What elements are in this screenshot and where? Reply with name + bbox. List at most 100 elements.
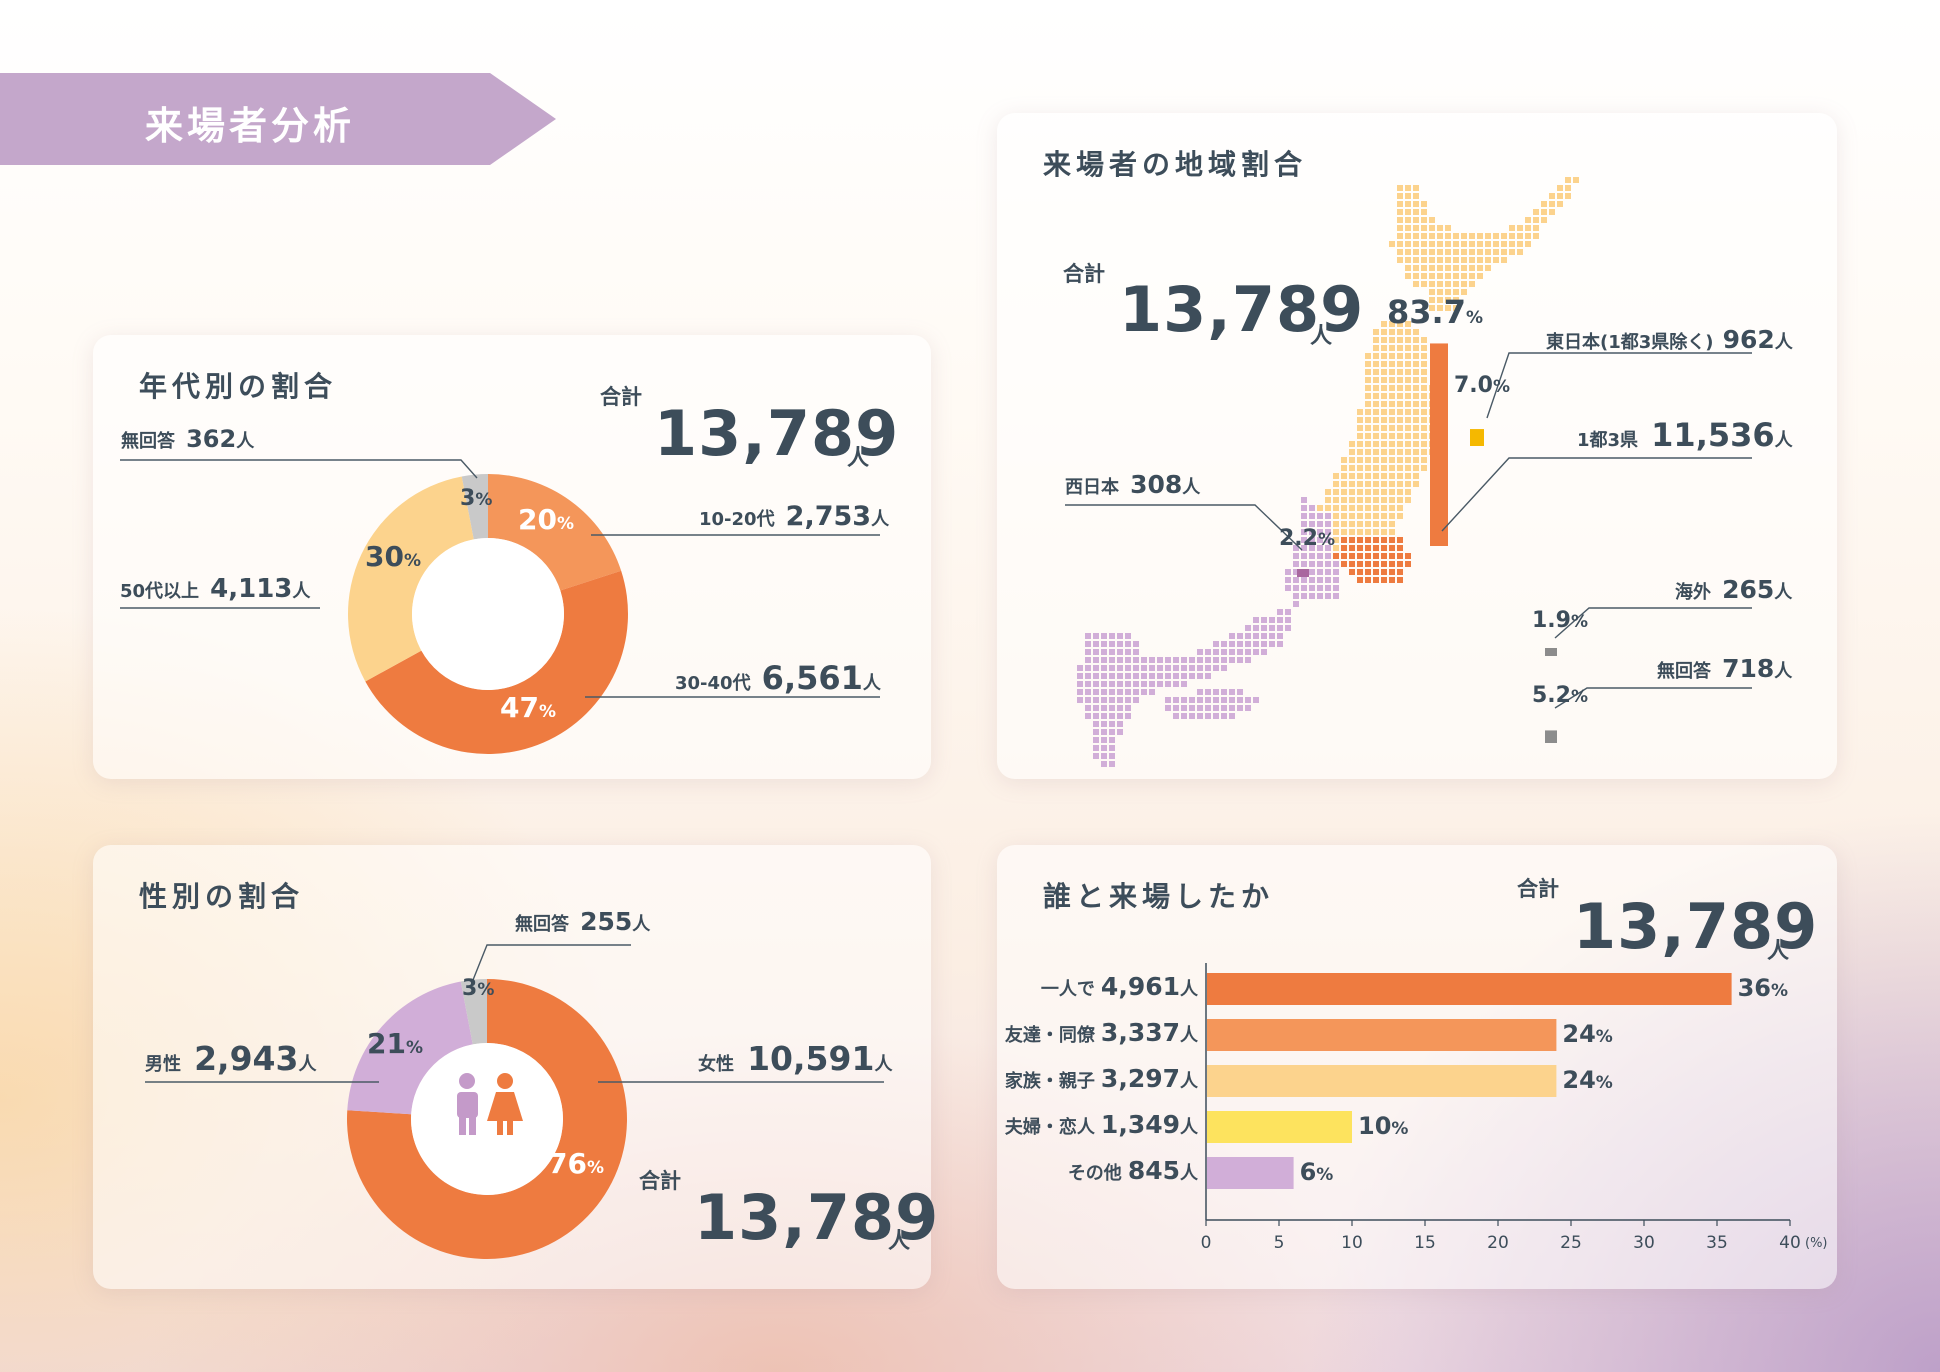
companion-bar-4 xyxy=(1207,1157,1294,1189)
companion-card: 誰と来場したか 合計 13,789 人 0 5 10 15 20 25 30 35 40 (%)… xyxy=(997,845,1837,1289)
companion-count-value: 3,297 xyxy=(1100,1064,1180,1093)
companion-axis-unit: (%) xyxy=(1805,1236,1828,1251)
age-total-label: 合計 xyxy=(600,385,642,409)
companion-category-label: 友達・同僚 xyxy=(1004,1025,1095,1046)
companion-bar-0 xyxy=(1207,973,1732,1005)
companion-count-unit: 人 xyxy=(1180,1117,1198,1138)
gender-slice-2 xyxy=(460,979,487,1045)
region-pct-overseas: 1.9% xyxy=(1532,608,1589,633)
age-label-unanswered: 無回答 xyxy=(121,431,175,452)
region-total-label: 合計 xyxy=(1063,262,1105,286)
region-pct-east: 7.0% xyxy=(1454,373,1511,398)
companion-tick-label: 25 xyxy=(1560,1233,1582,1253)
companion-tick-label: 20 xyxy=(1487,1233,1509,1253)
gender-total-value: 13,789 xyxy=(694,1181,940,1254)
age-pct-10-20: 20% xyxy=(518,503,575,536)
gender-unit-female: 人 xyxy=(874,1054,893,1075)
companion-pct-label: 6% xyxy=(1299,1158,1334,1186)
age-donut-hole xyxy=(412,538,564,690)
age-slice-0 xyxy=(488,474,622,591)
region-label-west: 西日本 xyxy=(1065,477,1119,498)
age-donut-chart xyxy=(120,459,880,754)
age-card-title: 年代別の割合 xyxy=(139,370,338,403)
age-unit-50plus: 人 xyxy=(292,581,311,602)
age-count-50plus: 4,113 xyxy=(210,574,293,604)
gender-donut-hole xyxy=(411,1043,563,1195)
region-callout-east: 東日本(1都3県除く) 962人 xyxy=(1546,325,1793,354)
region-count-tokyo: 11,536 xyxy=(1651,416,1775,454)
gender-callout-female: 女性 10,591人 xyxy=(698,1039,892,1078)
region-label-tokyo: 1都3県 xyxy=(1577,430,1639,451)
age-leader-line-unanswered xyxy=(120,459,478,479)
companion-bar-chart: 0 5 10 15 20 25 30 35 40 (%) xyxy=(1201,963,1828,1253)
age-total-value: 13,789 xyxy=(654,397,900,470)
gender-count-unanswered: 255 xyxy=(580,907,633,936)
companion-category-label: 家族・親子 xyxy=(1004,1071,1095,1092)
companion-category-label: その他 xyxy=(1067,1163,1122,1184)
gender-pct-male: 21% xyxy=(367,1027,424,1060)
age-slice-2 xyxy=(348,476,474,682)
region-leader-west xyxy=(1065,504,1303,551)
companion-tick-label: 5 xyxy=(1274,1233,1285,1253)
region-leader-tokyo xyxy=(1441,457,1752,532)
companion-total-value: 13,789 xyxy=(1573,890,1819,963)
companion-card-title: 誰と来場したか xyxy=(1043,880,1275,913)
age-callout-30-40: 30-40代 6,561人 xyxy=(675,659,881,697)
region-callout-west: 西日本 308人 xyxy=(1065,470,1200,499)
age-count-30-40: 6,561 xyxy=(761,659,863,697)
region-bar-tokyo xyxy=(1430,343,1448,546)
banner-title: 来場者分析 xyxy=(145,104,356,148)
age-callout-50plus: 50代以上 4,113人 xyxy=(120,574,310,604)
region-pct-unanswered: 5.2% xyxy=(1532,683,1589,708)
region-callout-unanswered: 無回答 718人 xyxy=(1657,654,1792,683)
region-leader-unanswered xyxy=(1554,687,1752,709)
region-total-unit: 人 xyxy=(1310,324,1333,349)
section-banner: 来場者分析 xyxy=(0,73,556,165)
companion-count-unit: 人 xyxy=(1180,1071,1198,1092)
region-total-value: 13,789 xyxy=(1119,273,1365,346)
map-kyushu xyxy=(1077,633,1147,759)
companion-bar-1 xyxy=(1207,1019,1557,1051)
gender-label-male: 男性 xyxy=(145,1054,181,1075)
region-count-unanswered: 718 xyxy=(1722,654,1775,683)
age-slice-3 xyxy=(461,474,488,540)
region-count-overseas: 265 xyxy=(1722,575,1775,604)
region-bar-east xyxy=(1470,429,1484,446)
gender-count-female: 10,591 xyxy=(747,1039,875,1078)
gender-card-title: 性別の割合 xyxy=(139,880,305,913)
gender-count-male: 2,943 xyxy=(194,1039,299,1078)
age-callout-10-20: 10-20代 2,753人 xyxy=(699,501,889,532)
companion-pct-label: 24% xyxy=(1562,1066,1613,1094)
region-callout-tokyo: 1都3県 11,536人 xyxy=(1577,416,1793,454)
region-callout-overseas: 海外 265人 xyxy=(1675,575,1792,604)
region-unit-west: 人 xyxy=(1182,477,1201,498)
companion-count-unit: 人 xyxy=(1180,979,1198,1000)
companion-pct-label: 36% xyxy=(1737,974,1789,1002)
companion-pct-label: 10% xyxy=(1358,1112,1409,1140)
gender-callout-male: 男性 2,943人 xyxy=(145,1039,316,1078)
companion-tick-label: 15 xyxy=(1414,1233,1436,1253)
companion-category-label: 一人で xyxy=(1040,979,1095,1000)
gender-slice-1 xyxy=(347,981,473,1115)
age-unit-30-40: 人 xyxy=(862,673,881,694)
japan-dot-map xyxy=(1077,177,1579,767)
gender-leader-unanswered xyxy=(472,944,631,981)
region-unit-unanswered: 人 xyxy=(1774,661,1793,682)
region-label-overseas: 海外 xyxy=(1675,582,1711,603)
banner-arrow-shape xyxy=(0,73,556,165)
gender-label-female: 女性 xyxy=(698,1054,734,1075)
companion-row-label: 家族・親子 3,297人 xyxy=(1005,1064,1198,1093)
gender-callout-unanswered: 無回答 255人 xyxy=(515,907,650,936)
companion-count-value: 3,337 xyxy=(1100,1018,1180,1047)
age-pct-unanswered: 3% xyxy=(460,486,493,511)
age-count-unanswered: 362 xyxy=(186,425,237,453)
age-unit-10-20: 人 xyxy=(871,509,890,530)
companion-count-value: 1,349 xyxy=(1100,1110,1180,1139)
companion-tick-label: 35 xyxy=(1706,1233,1728,1253)
companion-pct-label: 24% xyxy=(1562,1020,1613,1048)
map-kanto xyxy=(1333,537,1411,583)
region-bar-overseas xyxy=(1545,648,1557,656)
region-card: 来場者の地域割合 合計 13,789 人 東日本(1都3県除く) 962人 1都… xyxy=(997,113,1837,779)
map-kyushu-south xyxy=(1101,753,1115,767)
age-total-unit: 人 xyxy=(847,446,870,471)
